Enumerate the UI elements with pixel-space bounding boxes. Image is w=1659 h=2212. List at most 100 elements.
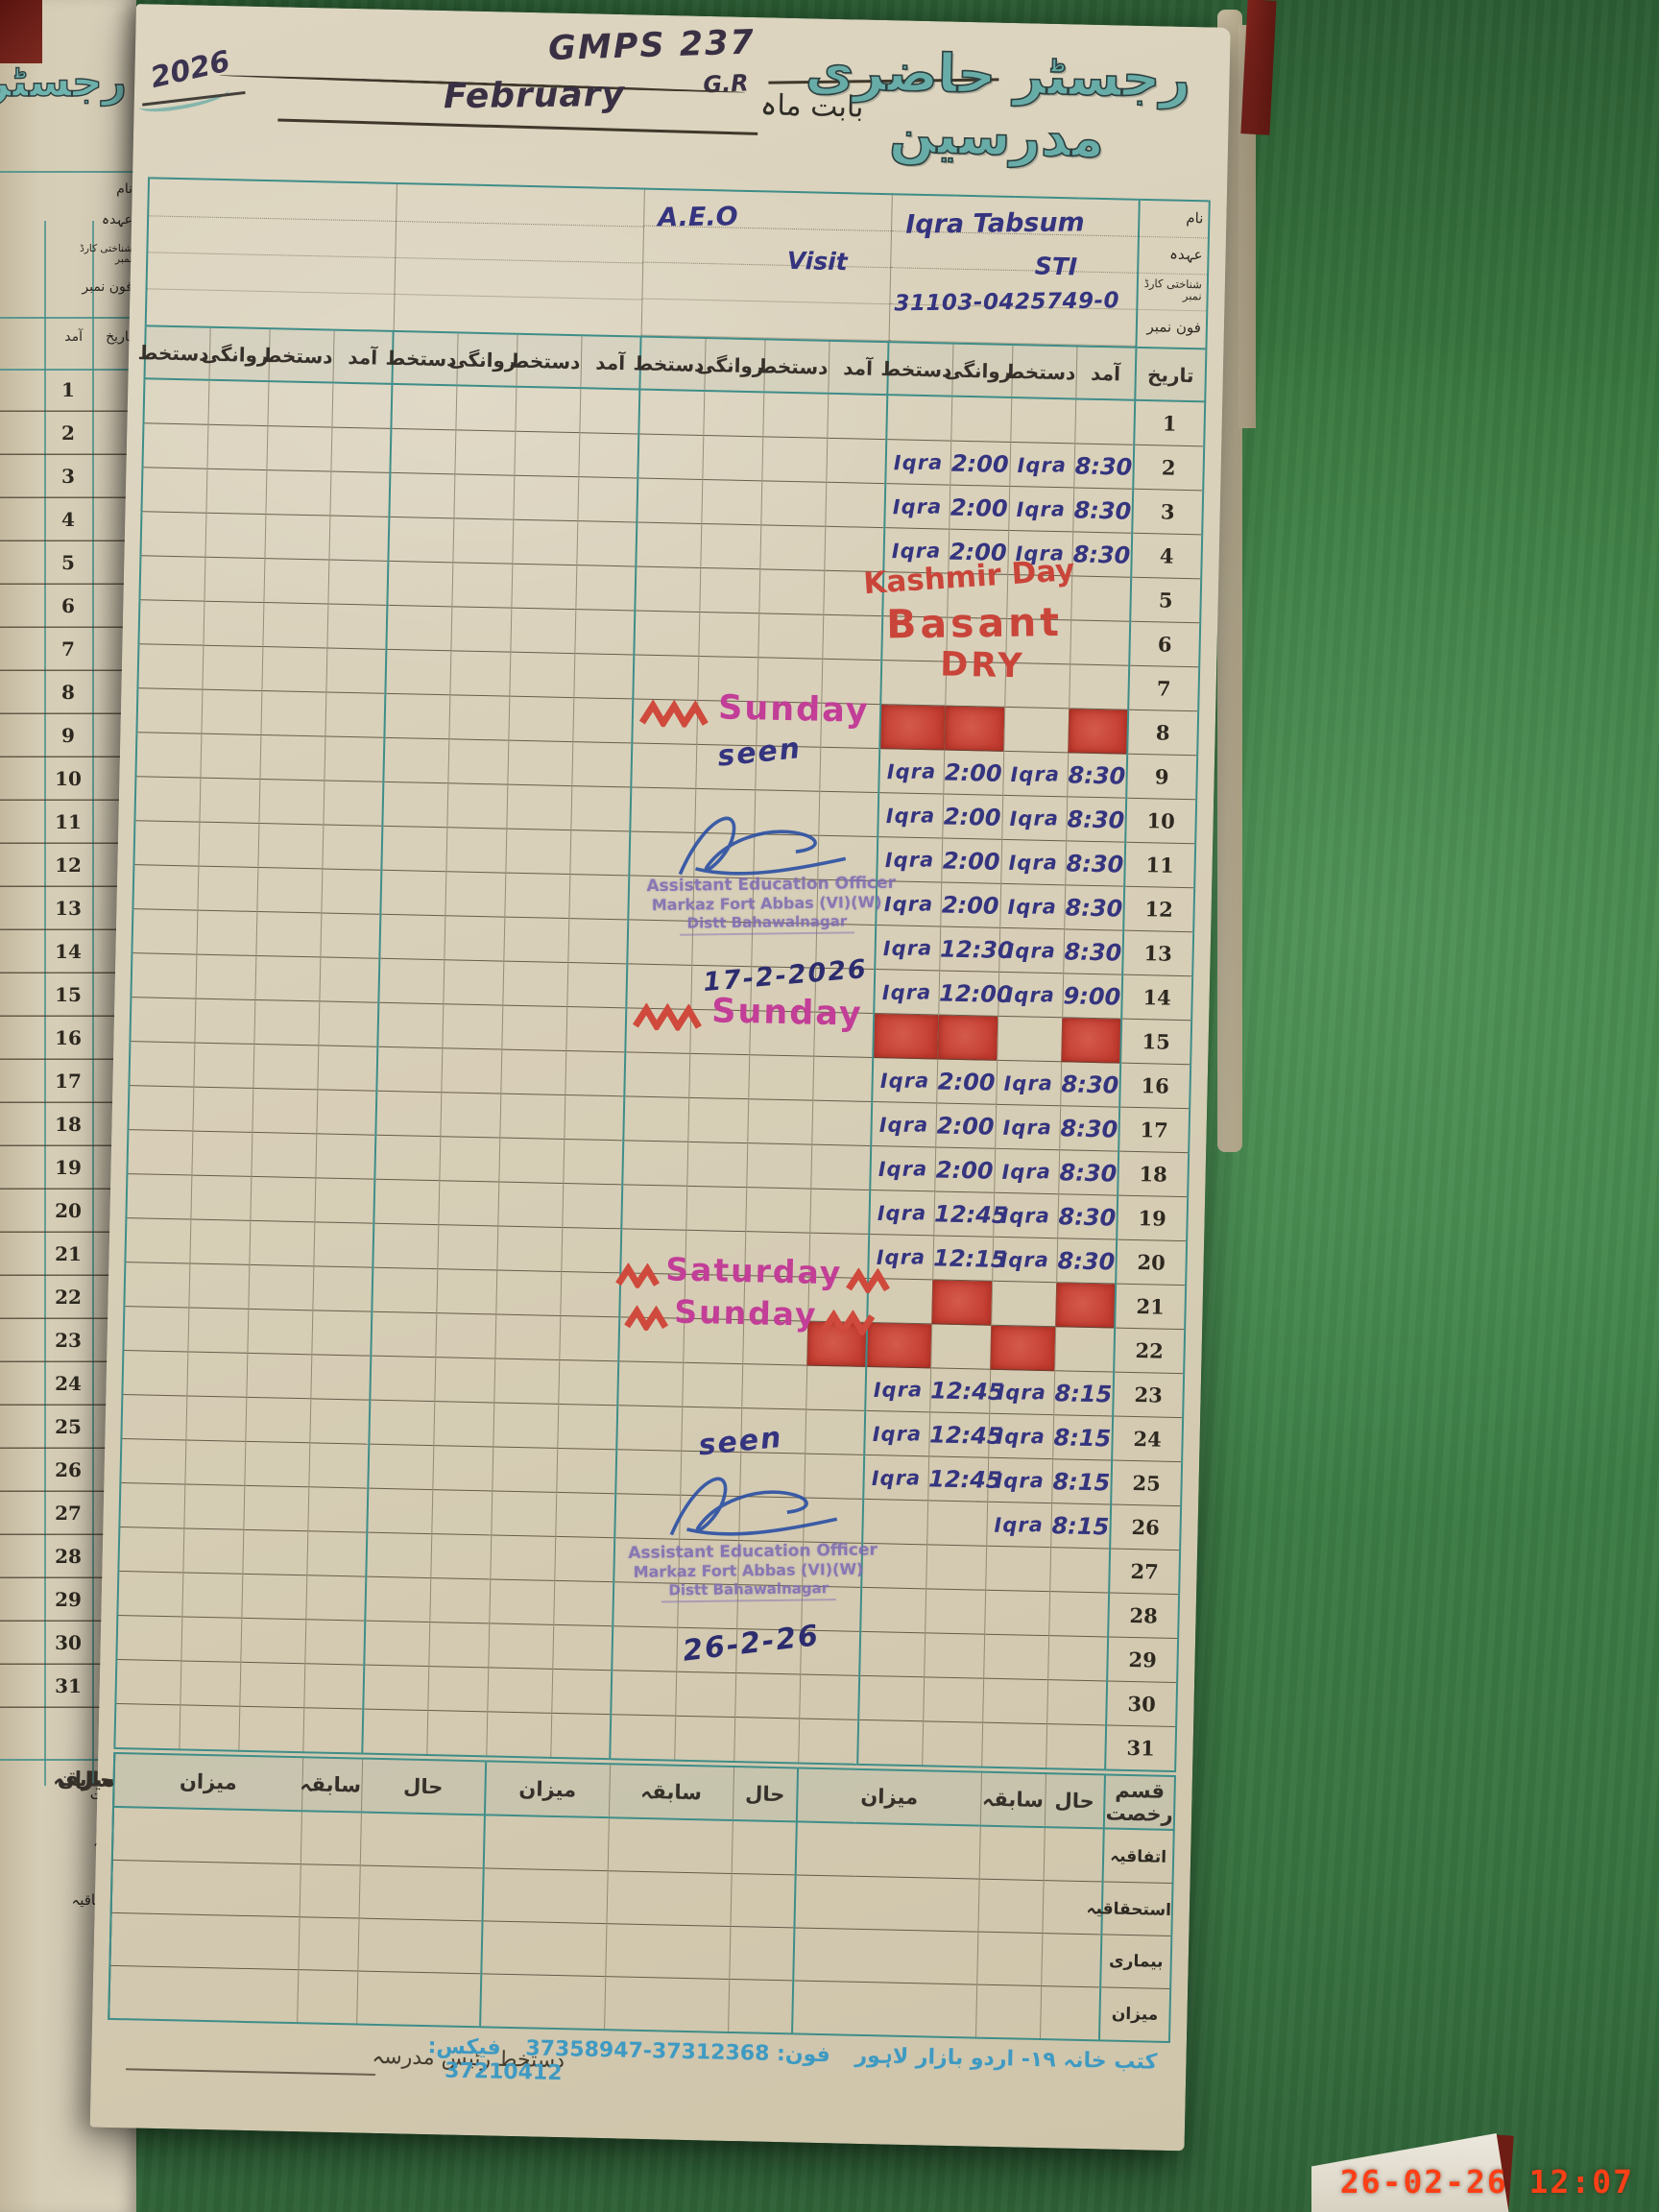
entry-departure-cell bbox=[686, 1142, 748, 1188]
entry-arrival-cell: 8:30 bbox=[1064, 884, 1125, 931]
teacher-name: A.E.O bbox=[657, 202, 738, 233]
summary-total-cell bbox=[794, 1874, 979, 1933]
entry-departure-cell bbox=[452, 517, 514, 565]
name-box-rule bbox=[149, 179, 397, 222]
book-cover-edge bbox=[1240, 0, 1277, 135]
entry-signature-cell bbox=[115, 1659, 181, 1705]
entry-signature-cell bbox=[142, 422, 208, 469]
summary-current-cell bbox=[729, 1926, 795, 1981]
entry-signature-cell bbox=[241, 1574, 307, 1620]
entry-arrival-cell bbox=[330, 427, 392, 473]
previous-header-cell: سابقہ bbox=[979, 1771, 1046, 1828]
entry-departure-cell bbox=[187, 1308, 249, 1354]
entry-arrival-cell bbox=[574, 609, 636, 655]
day-number-cell: 25 bbox=[1111, 1460, 1183, 1506]
summary-label-cell: استحقاقیہ bbox=[1086, 1881, 1173, 1936]
entry-departure-cell bbox=[698, 612, 759, 658]
entry-signature-cell bbox=[746, 1142, 812, 1190]
entry-signature-cell bbox=[126, 1173, 192, 1220]
entry-departure-cell bbox=[440, 1092, 501, 1139]
entry-arrival-cell bbox=[555, 1492, 616, 1538]
summary-current-cell bbox=[358, 1865, 484, 1921]
entry-signature-cell bbox=[262, 602, 328, 648]
entry-signature-cell bbox=[511, 564, 577, 610]
entry-signature-cell: Iqra bbox=[871, 1101, 937, 1147]
entry-signature-cell bbox=[510, 608, 576, 654]
left-page-title-fragment: رجسٹر حاضری مدرسین bbox=[0, 58, 127, 108]
entry-signature-cell bbox=[508, 696, 574, 742]
entry-signature-cell bbox=[238, 1706, 304, 1753]
entry-arrival-cell bbox=[304, 1619, 366, 1666]
entry-signature-cell bbox=[873, 1013, 939, 1059]
entry-signature-cell bbox=[243, 1485, 309, 1531]
entry-signature-cell bbox=[377, 1002, 444, 1048]
entry-signature-cell bbox=[492, 1446, 558, 1493]
entry-arrival-cell bbox=[559, 1315, 620, 1361]
summary-previous-cell bbox=[977, 1879, 1044, 1934]
entry-arrival-cell bbox=[812, 1056, 874, 1102]
name-column-labels-cell: نام عہدہ شناختی کارڈ نمبر فون نمبر bbox=[1136, 199, 1210, 349]
entry-signature-cell: Iqra bbox=[996, 1060, 1061, 1106]
entry-signature-cell bbox=[748, 1054, 814, 1101]
entry-signature-cell bbox=[610, 1714, 676, 1761]
entry-signature-cell bbox=[635, 565, 701, 613]
holiday-note-basant: Basant bbox=[885, 598, 1064, 648]
month-name: February bbox=[443, 74, 626, 117]
zigzag-mark bbox=[615, 1262, 661, 1288]
entry-signature-cell: Iqra bbox=[998, 927, 1065, 974]
entry-signature-cell: Iqra bbox=[1009, 442, 1075, 488]
entry-signature-cell bbox=[247, 1309, 313, 1355]
entry-departure-cell bbox=[429, 1577, 491, 1623]
entry-signature-cell bbox=[388, 517, 454, 563]
signature-header-cell: دستخط bbox=[137, 325, 210, 380]
entry-signature-cell bbox=[496, 1226, 563, 1272]
attendance-grid: نام عہدہ شناختی کارڈ نمبر فون نمبر Iqra Tabs… bbox=[53, 177, 1211, 2043]
entry-signature-cell bbox=[758, 568, 825, 615]
entry-signature-cell bbox=[121, 1394, 187, 1440]
left-day-number: 23 bbox=[55, 1329, 82, 1352]
entry-signature-cell bbox=[266, 425, 332, 472]
summary-current-cell bbox=[357, 1918, 483, 1974]
entry-arrival-cell: 8:30 bbox=[1066, 796, 1127, 843]
entry-arrival-cell bbox=[307, 1486, 369, 1533]
entry-signature-cell bbox=[135, 732, 202, 779]
signature-header-cell: دستخط bbox=[757, 339, 830, 394]
entry-departure-cell bbox=[454, 429, 516, 476]
entry-departure-cell bbox=[198, 822, 259, 868]
entry-signature-cell bbox=[997, 1016, 1063, 1062]
entry-departure-cell bbox=[431, 1489, 493, 1535]
summary-total-cell bbox=[110, 1860, 301, 1917]
entry-departure-cell bbox=[204, 557, 265, 603]
teacher-name: Iqra Tabsum bbox=[904, 207, 1085, 240]
entry-signature-cell bbox=[617, 1360, 684, 1407]
entry-signature-cell bbox=[251, 1132, 317, 1178]
entry-signature-cell bbox=[375, 1091, 442, 1137]
stamp-line-2: Markaz Fort Abbas (VI)(W) bbox=[633, 1559, 864, 1581]
entry-signature-cell bbox=[367, 1488, 433, 1534]
entry-signature-cell bbox=[493, 1358, 560, 1405]
entry-signature-cell bbox=[500, 1049, 566, 1095]
entry-departure-cell bbox=[185, 1395, 247, 1442]
entry-departure-cell bbox=[181, 1572, 243, 1619]
entry-departure-cell: 2:00 bbox=[940, 882, 1001, 928]
entry-arrival-cell bbox=[303, 1663, 365, 1710]
entry-signature-cell bbox=[114, 1703, 180, 1750]
entry-signature-cell: Iqra bbox=[999, 883, 1066, 929]
entry-signature-cell: Iqra bbox=[994, 1148, 1059, 1194]
entry-departure-cell bbox=[682, 1362, 743, 1408]
entry-signature-cell bbox=[248, 1264, 314, 1310]
entry-signature-cell bbox=[140, 511, 206, 558]
entry-arrival-cell: 8:30 bbox=[1067, 752, 1128, 799]
day-number-cell: 19 bbox=[1117, 1195, 1189, 1241]
entry-signature-cell bbox=[745, 1187, 811, 1234]
entry-departure-cell bbox=[433, 1401, 494, 1447]
entry-signature-cell bbox=[493, 1402, 559, 1449]
entry-arrival-cell bbox=[565, 1050, 626, 1096]
entry-signature-cell bbox=[143, 378, 209, 425]
entry-signature-cell bbox=[132, 864, 199, 911]
day-number-cell: 15 bbox=[1120, 1019, 1192, 1065]
summary-total-cell bbox=[482, 1867, 608, 1924]
entry-arrival-cell bbox=[327, 560, 389, 606]
summary-current-cell bbox=[356, 1971, 482, 2028]
left-day-number: 2 bbox=[61, 421, 75, 445]
